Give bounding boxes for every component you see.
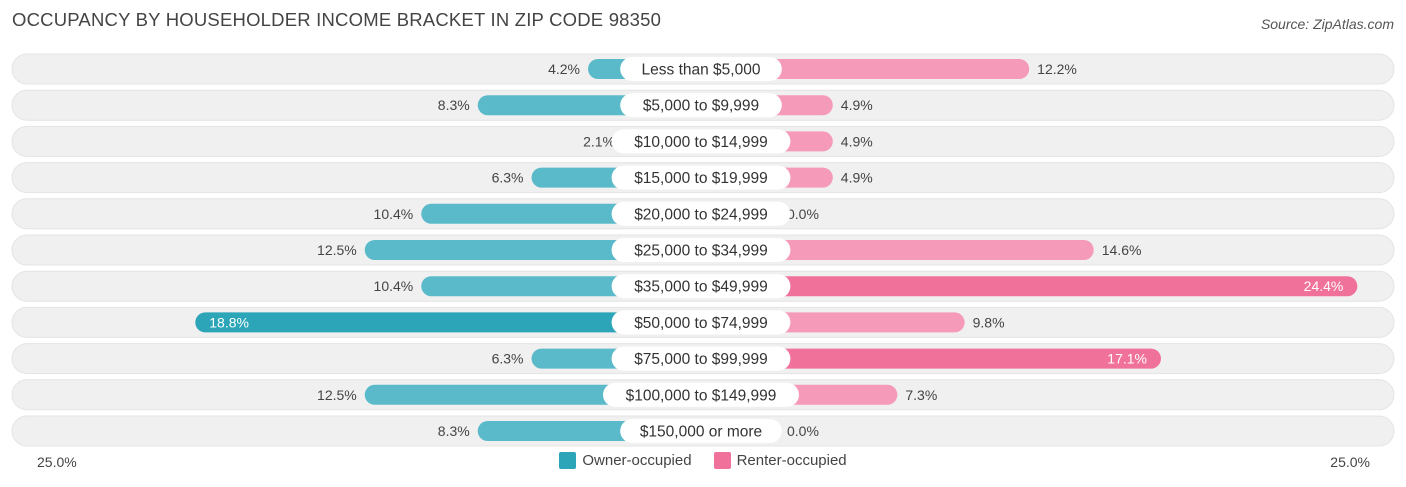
category-label: $5,000 to $9,999 (643, 98, 759, 115)
legend-item-owner[interactable]: Owner-occupied (559, 452, 692, 469)
renter-bar (701, 276, 1358, 297)
owner-value-label: 12.5% (317, 242, 357, 258)
category-pill (620, 419, 782, 443)
axis-label-left: 25.0% (37, 454, 77, 470)
category-label: $15,000 to $19,999 (634, 170, 768, 187)
owner-value-label: 4.2% (548, 61, 580, 77)
owner-bar (195, 312, 701, 333)
legend-label-renter: Renter-occupied (736, 452, 847, 469)
owner-value-label: 2.1% (583, 133, 615, 149)
owner-value-label: 12.5% (317, 387, 357, 403)
renter-value-label: 14.6% (1102, 242, 1142, 258)
legend-label-owner: Owner-occupied (582, 452, 692, 469)
category-label: $150,000 or more (640, 424, 762, 441)
source-credit: Source: ZipAtlas.com (1260, 16, 1394, 32)
category-pill (611, 165, 791, 190)
renter-value-label: 7.3% (905, 387, 937, 403)
axis-label-right: 25.0% (1330, 454, 1370, 470)
renter-value-label: 24.4% (1304, 278, 1344, 294)
category-pill (603, 382, 799, 407)
category-pill (611, 274, 791, 299)
category-label: $20,000 to $24,999 (634, 206, 768, 223)
owner-value-label: 18.8% (209, 314, 249, 330)
legend-swatch-renter (713, 452, 731, 469)
legend: Owner-occupied Renter-occupied (0, 452, 1406, 469)
category-pill (611, 346, 791, 371)
category-pill (620, 93, 782, 118)
legend-item-renter[interactable]: Renter-occupied (713, 452, 847, 469)
category-pill (611, 238, 791, 262)
category-label: $100,000 to $149,999 (626, 387, 777, 404)
chart-title: OCCUPANCY BY HOUSEHOLDER INCOME BRACKET … (12, 9, 662, 30)
category-label: $35,000 to $49,999 (634, 279, 768, 296)
category-label: $10,000 to $14,999 (634, 134, 768, 151)
renter-value-label: 4.9% (841, 97, 873, 113)
renter-bar (701, 59, 1030, 79)
category-pill (611, 201, 791, 226)
renter-value-label: 17.1% (1107, 351, 1147, 367)
renter-value-label: 4.9% (841, 133, 873, 149)
owner-value-label: 6.3% (492, 351, 524, 367)
category-pill (620, 57, 782, 81)
owner-value-label: 10.4% (374, 206, 414, 222)
renter-value-label: 4.9% (841, 170, 873, 186)
owner-value-label: 8.3% (438, 423, 470, 439)
renter-value-label: 12.2% (1037, 61, 1077, 77)
category-label: $50,000 to $74,999 (634, 315, 768, 332)
renter-value-label: 0.0% (787, 423, 819, 439)
renter-bar (701, 240, 1094, 260)
category-label: Less than $5,000 (642, 62, 761, 79)
renter-bar (701, 348, 1161, 369)
category-pill (611, 129, 791, 154)
category-label: $75,000 to $99,999 (634, 351, 768, 368)
owner-value-label: 6.3% (492, 170, 524, 186)
legend-swatch-owner (559, 452, 577, 469)
owner-value-label: 10.4% (374, 278, 414, 294)
category-pill (611, 310, 791, 335)
renter-value-label: 9.8% (973, 314, 1005, 330)
renter-value-label: 0.0% (787, 206, 819, 222)
category-label: $25,000 to $34,999 (634, 243, 768, 260)
owner-value-label: 8.3% (438, 97, 470, 113)
